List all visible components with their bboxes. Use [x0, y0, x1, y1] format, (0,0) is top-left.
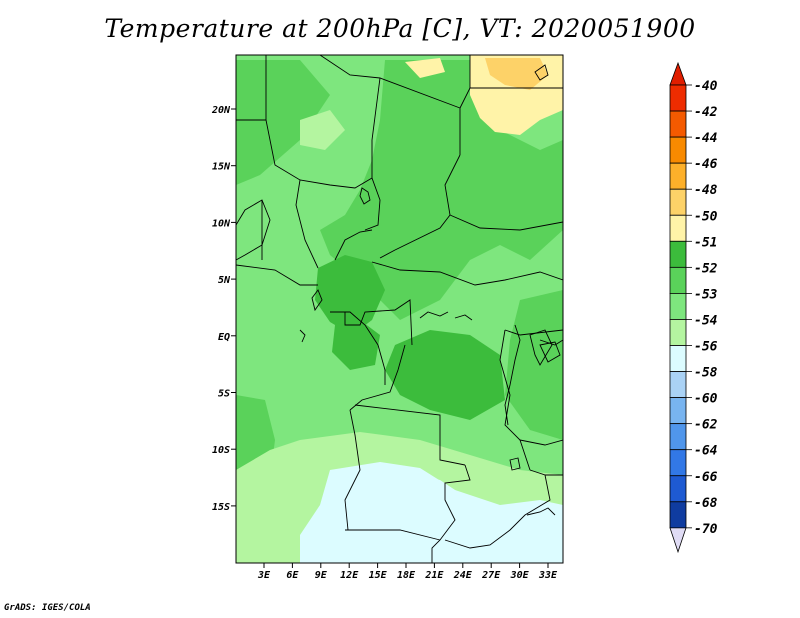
colorbar-swatch [669, 214, 687, 242]
lat-label: 20N [211, 105, 231, 116]
colorbar-label: -64 [694, 444, 718, 459]
plot-frame [235, 54, 564, 564]
map-title: Temperature at 200hPa [C], VT: 202005190… [104, 14, 696, 43]
colorbar-swatch [669, 371, 687, 398]
lat-label: 5S [218, 389, 230, 400]
colorbar-label: -66 [694, 470, 718, 485]
grads-credit: GrADS: IGES/COLA [4, 603, 91, 613]
colorbar-swatch [669, 240, 687, 268]
lat-label: 10N [212, 218, 231, 229]
lon-label: 15E [369, 570, 388, 581]
lon-label: 18E [397, 570, 416, 581]
colorbar-swatch [669, 162, 687, 190]
colorbar-label: -53 [694, 287, 718, 302]
colorbar-swatch [669, 292, 687, 320]
colorbar-label: -68 [694, 496, 718, 511]
colorbar-label: -56 [694, 340, 718, 355]
colorbar-swatch [669, 475, 687, 503]
field-patch-51-gabon [332, 320, 380, 370]
colorbar-label: -40 [694, 79, 718, 94]
colorbar-top-arrow [669, 61, 687, 86]
field-patch-51-cameroon [315, 255, 385, 335]
field-patch-52-north [320, 60, 563, 320]
field-patch-48-northeast [485, 58, 548, 90]
field-patch-52-sahel [236, 60, 330, 185]
colorbar-swatch [669, 397, 687, 425]
colorbar-label: -51 [694, 235, 717, 250]
lon-label: 3E [257, 570, 271, 581]
longitude-axis: 3E 6E 9E 12E 15E 18E 21E 24E 27E 30E 33E [257, 563, 558, 581]
field-patch-54-north-streak [300, 110, 345, 150]
colorbar-swatch [669, 319, 687, 346]
colorbar-label: -60 [694, 392, 718, 407]
colorbar-label: -50 [694, 209, 718, 224]
lon-label: 24E [453, 570, 473, 581]
temperature-field [236, 55, 563, 563]
colorbar-label: -54 [694, 313, 718, 328]
country-borders [236, 55, 563, 563]
latitude-axis: 20N 15N 10N 5N EQ 5S 10S 15S [211, 105, 236, 513]
colorbar-label: -46 [694, 157, 718, 172]
colorbar-swatch [669, 501, 687, 529]
colorbar-swatch [669, 423, 687, 451]
lon-label: 6E [286, 570, 299, 581]
colorbar-label: -48 [694, 183, 718, 198]
field-patch-56-streak [390, 470, 470, 505]
lat-label: 15S [212, 502, 230, 513]
colorbar-label: -52 [694, 261, 718, 276]
lon-label: 27E [481, 570, 501, 581]
lat-label: EQ [218, 332, 230, 343]
colorbar-swatch [669, 136, 687, 164]
lon-label: 21E [424, 570, 444, 581]
lon-label: 33E [538, 570, 558, 581]
colorbar-label: -62 [694, 418, 718, 433]
colorbar-label: -44 [694, 131, 718, 146]
colorbar-swatch [669, 345, 687, 372]
field-patch-50-small [405, 58, 445, 78]
colorbar-label: -42 [694, 105, 718, 120]
lon-label: 12E [340, 570, 359, 581]
field-patch-52-east [505, 290, 563, 440]
colorbar-swatch [669, 266, 687, 294]
colorbar-swatch [669, 188, 687, 216]
lat-label: 5N [218, 275, 231, 286]
lat-label: 10S [212, 445, 230, 456]
lon-label: 9E [315, 570, 328, 581]
colorbar-swatch [669, 449, 687, 477]
colorbar-label: -70 [694, 522, 718, 537]
field-patch-56-south [300, 462, 563, 563]
lakes-and-coast [299, 64, 561, 516]
colorbar-swatch [669, 110, 687, 138]
colorbar-swatch [669, 84, 687, 112]
field-patch-51-congo [385, 330, 505, 420]
lat-label: 15N [212, 162, 231, 173]
lon-label: 30E [510, 570, 530, 581]
colorbar-bottom-arrow [669, 527, 687, 554]
colorbar-label: -58 [694, 366, 718, 381]
colorbar: -40 -42 -44 -46 -48 -50 -51 -52 -53 -54 -56 -58 -60 -… [669, 61, 718, 554]
